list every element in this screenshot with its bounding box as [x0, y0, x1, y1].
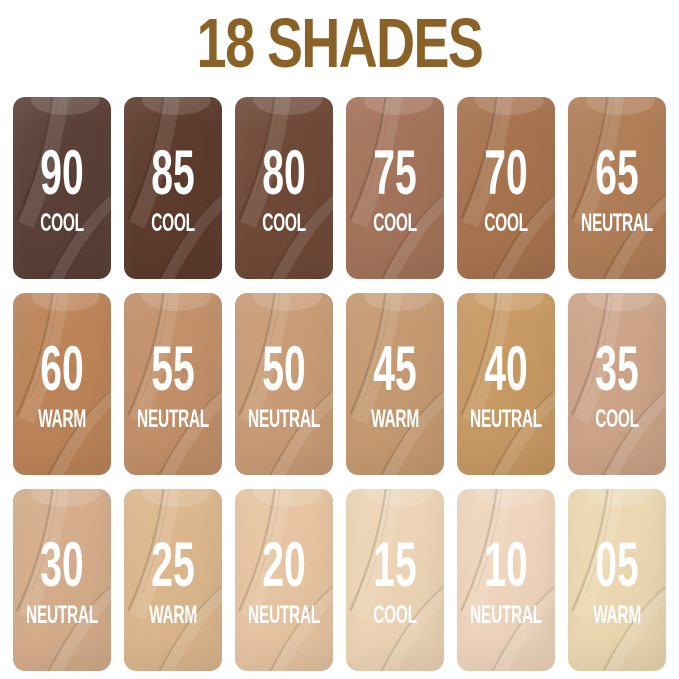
- shade-number: 30: [40, 530, 84, 601]
- makeup-smear-texture: [15, 293, 111, 475]
- shade-number: 10: [484, 530, 528, 601]
- makeup-smear-texture: [570, 293, 666, 475]
- shade-label-group: 35 COOL: [587, 293, 648, 475]
- shade-number: 65: [595, 138, 639, 209]
- makeup-smear-texture: [126, 293, 222, 475]
- shade-undertone: NEUTRAL: [470, 600, 542, 629]
- shade-swatch: 45 WARM: [346, 293, 444, 475]
- makeup-smear-texture: [570, 97, 666, 279]
- shade-number: 60: [40, 334, 84, 405]
- shade-label-group: 55 NEUTRAL: [137, 293, 209, 475]
- shade-label-group: 15 COOL: [365, 489, 426, 671]
- makeup-smear-texture: [459, 97, 555, 279]
- shade-number: 55: [151, 334, 195, 405]
- shade-label-group: 60 WARM: [32, 293, 93, 475]
- shade-swatch: 80 COOL: [235, 97, 333, 279]
- shade-swatch: 70 COOL: [457, 97, 555, 279]
- shade-label-group: 20 NEUTRAL: [248, 489, 320, 671]
- shade-undertone: NEUTRAL: [581, 208, 653, 237]
- shade-undertone: NEUTRAL: [470, 404, 542, 433]
- shade-undertone: WARM: [371, 404, 419, 433]
- shade-label-group: 40 NEUTRAL: [470, 293, 542, 475]
- makeup-smear-texture: [237, 489, 333, 671]
- shade-label-group: 85 COOL: [143, 97, 204, 279]
- shade-number: 45: [373, 334, 417, 405]
- shade-undertone: COOL: [373, 600, 417, 629]
- shade-swatch: 85 COOL: [124, 97, 222, 279]
- makeup-smear-texture: [348, 293, 444, 475]
- shade-undertone: WARM: [149, 600, 197, 629]
- makeup-smear-texture: [15, 489, 111, 671]
- shade-number: 50: [262, 334, 306, 405]
- shade-swatch: 10 NEUTRAL: [457, 489, 555, 671]
- shade-swatch: 50 NEUTRAL: [235, 293, 333, 475]
- shade-swatch: 55 NEUTRAL: [124, 293, 222, 475]
- shade-number: 35: [595, 334, 639, 405]
- shade-number: 85: [151, 138, 195, 209]
- shade-swatch: 40 NEUTRAL: [457, 293, 555, 475]
- shade-swatch: 90 COOL: [13, 97, 111, 279]
- shade-swatch: 15 COOL: [346, 489, 444, 671]
- makeup-smear-texture: [459, 293, 555, 475]
- makeup-smear-texture: [15, 97, 111, 279]
- shade-number: 20: [262, 530, 306, 601]
- shade-label-group: 50 NEUTRAL: [248, 293, 320, 475]
- shade-undertone: COOL: [484, 208, 528, 237]
- shade-swatch: 25 WARM: [124, 489, 222, 671]
- shade-undertone: WARM: [38, 404, 86, 433]
- makeup-smear-texture: [126, 489, 222, 671]
- shade-grid: 90 COOL 85 COOL: [13, 97, 666, 671]
- shade-undertone: COOL: [595, 404, 639, 433]
- shade-label-group: 75 COOL: [365, 97, 426, 279]
- shade-label-group: 10 NEUTRAL: [470, 489, 542, 671]
- shade-label-group: 25 WARM: [143, 489, 204, 671]
- shade-label-group: 05 WARM: [587, 489, 648, 671]
- shade-label-group: 65 NEUTRAL: [581, 97, 653, 279]
- shade-label-group: 30 NEUTRAL: [26, 489, 98, 671]
- shade-swatch: 75 COOL: [346, 97, 444, 279]
- shade-undertone: WARM: [593, 600, 641, 629]
- shade-label-group: 80 COOL: [254, 97, 315, 279]
- shade-label-group: 45 WARM: [365, 293, 426, 475]
- shade-number: 05: [595, 530, 639, 601]
- shade-number: 25: [151, 530, 195, 601]
- makeup-smear-texture: [348, 489, 444, 671]
- shade-undertone: NEUTRAL: [137, 404, 209, 433]
- shade-undertone: COOL: [40, 208, 84, 237]
- shade-undertone: NEUTRAL: [248, 600, 320, 629]
- shade-number: 75: [373, 138, 417, 209]
- makeup-smear-texture: [570, 489, 666, 671]
- shade-swatch: 60 WARM: [13, 293, 111, 475]
- shade-undertone: COOL: [262, 208, 306, 237]
- makeup-smear-texture: [459, 489, 555, 671]
- shade-swatch: 30 NEUTRAL: [13, 489, 111, 671]
- makeup-smear-texture: [348, 97, 444, 279]
- page-title: 18 SHADES: [196, 4, 484, 82]
- makeup-smear-texture: [237, 293, 333, 475]
- shade-number: 70: [484, 138, 528, 209]
- makeup-smear-texture: [126, 97, 222, 279]
- shade-swatch: 20 NEUTRAL: [235, 489, 333, 671]
- shade-swatch: 05 WARM: [568, 489, 666, 671]
- shade-number: 90: [40, 138, 84, 209]
- shade-undertone: COOL: [151, 208, 195, 237]
- shade-label-group: 90 COOL: [32, 97, 93, 279]
- shade-number: 15: [373, 530, 417, 601]
- shade-label-group: 70 COOL: [476, 97, 537, 279]
- shade-swatch: 35 COOL: [568, 293, 666, 475]
- makeup-smear-texture: [237, 97, 333, 279]
- shade-undertone: NEUTRAL: [26, 600, 98, 629]
- shade-undertone: COOL: [373, 208, 417, 237]
- shade-undertone: NEUTRAL: [248, 404, 320, 433]
- shade-number: 80: [262, 138, 306, 209]
- shade-number: 40: [484, 334, 528, 405]
- shade-swatch: 65 NEUTRAL: [568, 97, 666, 279]
